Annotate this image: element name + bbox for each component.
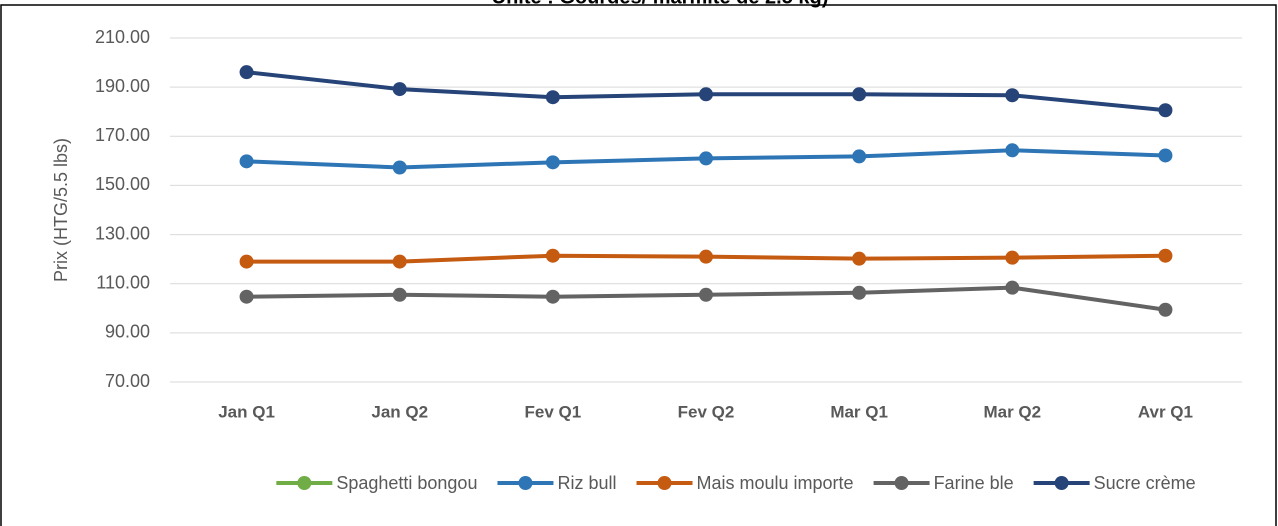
point [699, 87, 713, 102]
legend-label: Spaghetti bongou [336, 473, 477, 493]
x-tick-label: Fev Q1 [525, 402, 582, 421]
point [239, 254, 254, 269]
point [1158, 148, 1173, 163]
point [852, 149, 867, 164]
legend-label: Sucre crème [1094, 473, 1196, 493]
point [852, 285, 867, 300]
y-axis-label: Prix (HTG/5.5 lbs) [51, 138, 71, 282]
point [392, 160, 407, 175]
chart-title: Unité : Gourdes/ marmite de 2.5 kg) [492, 0, 829, 8]
point [1005, 280, 1020, 295]
point [545, 155, 560, 170]
point [1158, 302, 1173, 317]
x-tick-label: Avr Q1 [1138, 402, 1193, 421]
point [1158, 248, 1173, 263]
x-tick-label: Jan Q1 [218, 402, 275, 421]
point [545, 248, 560, 263]
legend-marker [657, 476, 672, 490]
y-tick-label: 190.00 [95, 76, 150, 96]
legend-marker [297, 476, 312, 490]
x-tick-label: Fev Q2 [678, 402, 735, 421]
point [239, 65, 254, 80]
y-tick-label: 210.00 [95, 27, 150, 47]
legend-label: Farine ble [934, 473, 1014, 493]
point [699, 249, 713, 264]
x-tick-label: Mar Q2 [983, 402, 1041, 421]
frame [0, 4, 1277, 526]
y-tick-label: 130.00 [95, 223, 150, 243]
legend-marker [518, 476, 533, 490]
x-tick-label: Mar Q1 [830, 402, 888, 421]
legend-label: Riz bull [557, 473, 616, 493]
point [545, 289, 560, 304]
point [699, 151, 713, 166]
point [852, 87, 867, 102]
y-tick-label: 170.00 [95, 125, 150, 145]
legend-marker [894, 476, 909, 490]
point [1005, 250, 1020, 265]
point [852, 251, 867, 266]
point [545, 90, 560, 105]
y-tick-label: 150.00 [95, 174, 150, 194]
point [699, 287, 713, 302]
legend-label: Mais moulu importe [697, 473, 854, 493]
point [1005, 143, 1020, 158]
point [392, 287, 407, 302]
y-tick-label: 110.00 [96, 272, 150, 292]
legend-marker [1054, 476, 1069, 490]
point [1158, 103, 1173, 118]
y-tick-label: 90.00 [105, 322, 150, 342]
point [392, 82, 407, 97]
point [239, 289, 254, 304]
point [1005, 88, 1020, 103]
point [392, 254, 407, 269]
y-tick-label: 70.00 [105, 371, 150, 391]
point [239, 154, 254, 169]
x-tick-label: Jan Q2 [371, 402, 428, 421]
